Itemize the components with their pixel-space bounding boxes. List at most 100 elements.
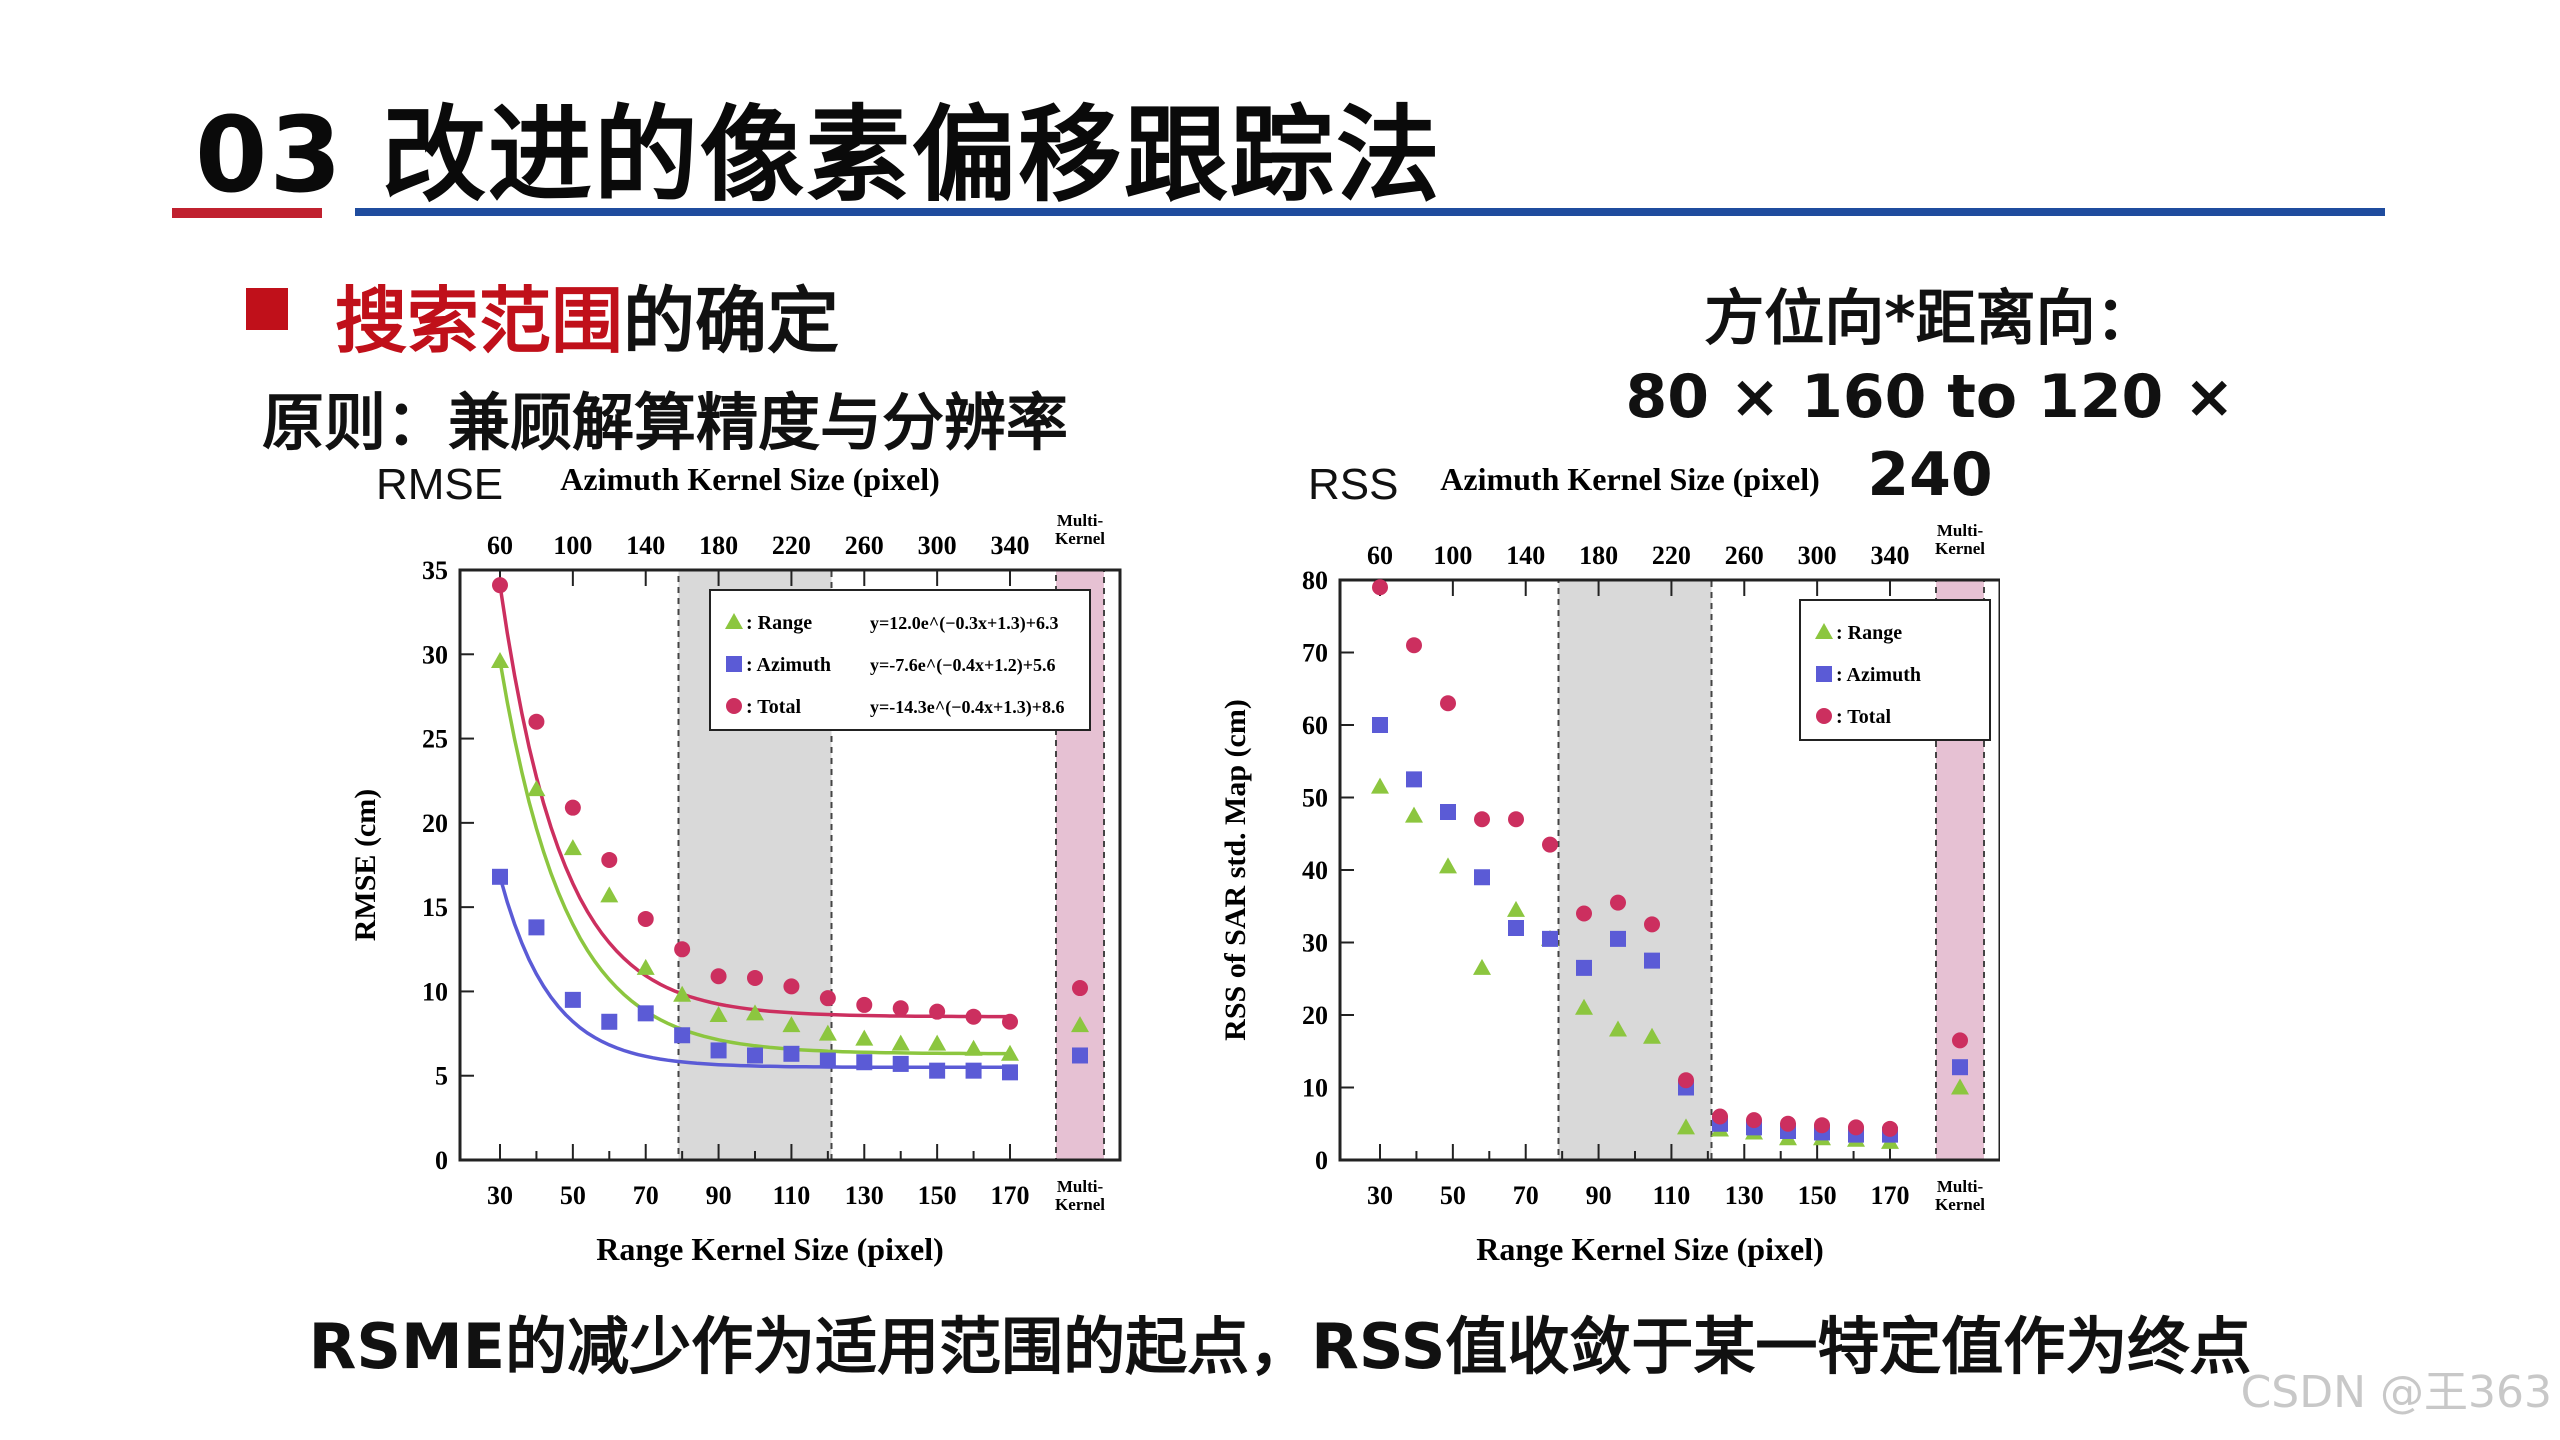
y-tick-label: 10 (422, 977, 448, 1006)
y-axis-title: RSS of SAR std. Map (cm) (1219, 699, 1252, 1041)
y-axis-title: RMSE (cm) (349, 789, 382, 941)
multi-kernel-bottom-label: Multi- (1937, 1177, 1984, 1196)
data-point (1643, 1027, 1661, 1044)
data-point (674, 1027, 691, 1044)
top-tick-label: 140 (626, 531, 665, 560)
legend-marker (726, 698, 742, 714)
data-point (819, 990, 836, 1007)
data-point (492, 577, 508, 594)
top-tick-label: 300 (1798, 541, 1837, 570)
data-point (1848, 1119, 1864, 1136)
data-point (1576, 959, 1592, 976)
data-point (929, 1003, 946, 1020)
data-point (1575, 998, 1593, 1015)
legend-fit-equation: y=-7.6e^(−0.4x+1.2)+5.6 (870, 655, 1055, 676)
x-tick-label: 170 (1871, 1181, 1910, 1210)
fit-curve (498, 876, 1010, 1070)
legend-marker (1816, 708, 1832, 724)
data-point (1440, 804, 1456, 820)
y-tick-label: 30 (422, 640, 448, 669)
x-tick-label: 30 (1367, 1181, 1393, 1210)
x-tick-label: 110 (1653, 1181, 1691, 1210)
data-point (1001, 1044, 1019, 1061)
data-point (564, 799, 581, 816)
y-tick-label: 25 (422, 725, 448, 754)
y-tick-label: 10 (1302, 1074, 1328, 1103)
top-tick-label: 180 (1579, 541, 1618, 570)
y-tick-label: 40 (1302, 856, 1328, 885)
data-point (1474, 811, 1490, 828)
x-tick-label: 70 (1513, 1181, 1539, 1210)
y-tick-label: 20 (422, 809, 448, 838)
data-point (674, 941, 691, 958)
data-point (1814, 1117, 1830, 1134)
legend-label: : Total (1836, 706, 1891, 728)
y-tick-label: 35 (422, 556, 448, 585)
multi-kernel-top-label: Multi- (1937, 521, 1984, 540)
data-point (637, 1005, 654, 1022)
data-point (1473, 958, 1491, 975)
top-tick-label: 260 (845, 531, 884, 560)
x-tick-label: 130 (1725, 1181, 1764, 1210)
section-heading: 搜索范围的确定 (335, 262, 839, 367)
data-point (1002, 1064, 1018, 1081)
legend-box (709, 589, 1091, 731)
data-point (1405, 806, 1423, 823)
data-point (1002, 1013, 1018, 1030)
y-tick-label: 80 (1302, 566, 1328, 595)
legend-label: : Azimuth (746, 654, 831, 676)
legend-marker (1815, 623, 1833, 639)
data-point (528, 919, 545, 936)
azimuth-axis-title: Azimuth Kernel Size (pixel) (560, 461, 939, 497)
kernel-dimensions: 方位向*距离向： 80 × 160 to 120 × 240 (1560, 280, 2300, 514)
x-tick-label: 90 (1586, 1181, 1612, 1210)
data-point (892, 1055, 909, 1072)
y-tick-label: 0 (435, 1146, 448, 1175)
data-point (964, 1039, 983, 1056)
data-point (1644, 916, 1660, 933)
y-tick-label: 50 (1302, 784, 1328, 813)
data-point (783, 1045, 800, 1062)
data-point (1439, 857, 1457, 874)
top-tick-label: 300 (918, 531, 957, 560)
top-tick-label: 340 (1871, 541, 1910, 570)
multi-kernel-bottom-label: Multi- (1057, 1177, 1104, 1196)
x-tick-label: 70 (633, 1181, 659, 1210)
top-tick-label: 180 (699, 531, 738, 560)
x-tick-label: 30 (487, 1181, 513, 1210)
data-point (818, 1024, 837, 1041)
data-point (747, 1047, 763, 1064)
y-tick-label: 15 (422, 893, 448, 922)
search-range-band (1557, 579, 1713, 1161)
data-point (1474, 869, 1490, 886)
data-point (1678, 1072, 1694, 1089)
data-point (601, 851, 618, 868)
data-point (1542, 836, 1558, 853)
rss-chart: 0 10 20 30 40 50 60 70 80 30 50 70 90 110 130 150 170 60 1… (1219, 461, 2000, 1267)
data-point (819, 1052, 836, 1069)
y-tick-label: 70 (1302, 639, 1328, 668)
data-point (1780, 1115, 1796, 1132)
data-point (891, 1034, 910, 1051)
multi-kernel-bottom-label: Kernel (1935, 1195, 1985, 1214)
data-point (965, 1008, 982, 1025)
legend-marker (726, 656, 742, 672)
rss-chart-label: RSS (1308, 460, 1399, 509)
data-point (709, 1006, 728, 1023)
bullet-square-icon (246, 288, 288, 330)
data-point (1372, 717, 1388, 733)
data-point (855, 1029, 874, 1046)
legend-label: : Range (746, 612, 812, 634)
top-tick-label: 60 (1367, 541, 1393, 570)
data-point (1610, 894, 1626, 911)
y-tick-label: 5 (435, 1062, 448, 1091)
azimuth-axis-title: Azimuth Kernel Size (pixel) (1440, 461, 1819, 497)
data-point (600, 886, 619, 903)
multi-kernel-point (1072, 980, 1088, 997)
data-point (673, 985, 692, 1002)
data-point (1542, 930, 1558, 947)
rmse-chart-label: RMSE (376, 460, 504, 509)
top-tick-label: 140 (1506, 541, 1545, 570)
data-point (710, 1042, 727, 1059)
data-point (636, 958, 655, 975)
